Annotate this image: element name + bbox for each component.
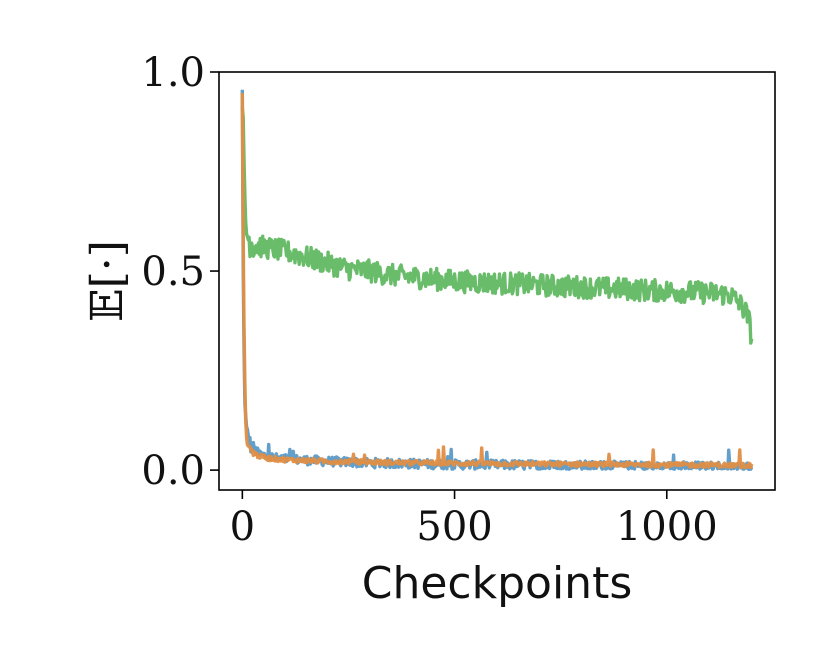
x-axis-label: Checkpoints: [362, 558, 633, 609]
y-axis-label: 𝔼[·]: [82, 240, 133, 322]
series-line-1: [240, 89, 754, 471]
plot-frame: [218, 71, 776, 491]
y-tick-label: 1.0: [141, 50, 205, 96]
x-axis: 0 500 1000: [230, 490, 718, 550]
series-line-3: [240, 93, 754, 470]
x-tick-label: 500: [416, 504, 492, 550]
y-axis: 0.0 0.5 1.0: [141, 50, 219, 494]
series-layer: [240, 89, 754, 471]
x-tick-label: 1000: [616, 504, 718, 550]
y-tick-label: 0.5: [141, 249, 205, 295]
series-line-2: [240, 107, 754, 345]
y-tick-label: 0.0: [141, 448, 205, 494]
x-tick-label: 0: [230, 504, 255, 550]
